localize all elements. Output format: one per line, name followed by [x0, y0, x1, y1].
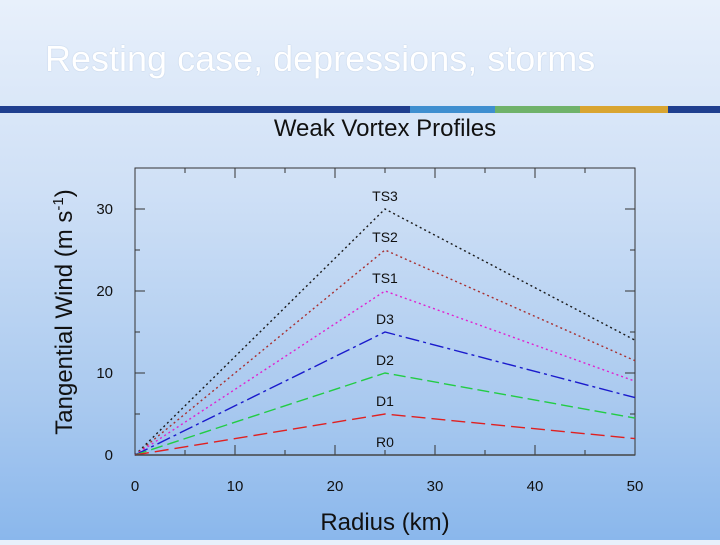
x-tick-label: 10: [227, 478, 244, 495]
title-rule-segment-1: [0, 106, 410, 113]
title-rule-segment-4: [580, 106, 668, 113]
x-tick-label: 50: [627, 478, 644, 495]
series-line-ts3: [134, 208, 636, 456]
y-axis-label-superscript: -1: [50, 197, 67, 210]
chart-title: Weak Vortex Profiles: [274, 115, 496, 142]
series-label-d3: D3: [376, 311, 394, 327]
series-label-d1: D1: [376, 393, 394, 409]
slide-title: Resting case, depressions, storms: [45, 38, 596, 79]
line-chart: Weak Vortex Profiles Radius (km) Tangent…: [50, 115, 644, 536]
series-line-ts2: [134, 249, 636, 456]
y-tick-label: 10: [96, 365, 113, 382]
series-label-ts3: TS3: [372, 188, 398, 204]
x-tick-label: 30: [427, 478, 444, 495]
y-tick-label: 0: [105, 447, 113, 464]
chart-container: Weak Vortex Profiles Radius (km) Tangent…: [0, 113, 720, 540]
y-tick-label: 30: [96, 201, 113, 218]
x-tick-label: 40: [527, 478, 544, 495]
x-axis-label: Radius (km): [320, 509, 449, 536]
title-rule-segment-3: [495, 106, 580, 113]
series-label-r0: R0: [376, 434, 394, 450]
x-tick-label: 0: [131, 478, 139, 495]
y-axis-label: Tangential Wind (m s-1): [50, 189, 78, 434]
title-rule-segment-2: [410, 106, 495, 113]
series-label-d2: D2: [376, 352, 394, 368]
series-line-ts1: [134, 290, 636, 456]
title-rule-segment-5: [668, 106, 720, 113]
series-line-d3: [134, 331, 636, 456]
x-tick-label: 20: [327, 478, 344, 495]
y-tick-label: 20: [96, 283, 113, 300]
series-line-d2: [134, 372, 636, 456]
series-label-ts2: TS2: [372, 229, 398, 245]
series-line-d1: [134, 413, 636, 456]
series-label-ts1: TS1: [372, 270, 398, 286]
